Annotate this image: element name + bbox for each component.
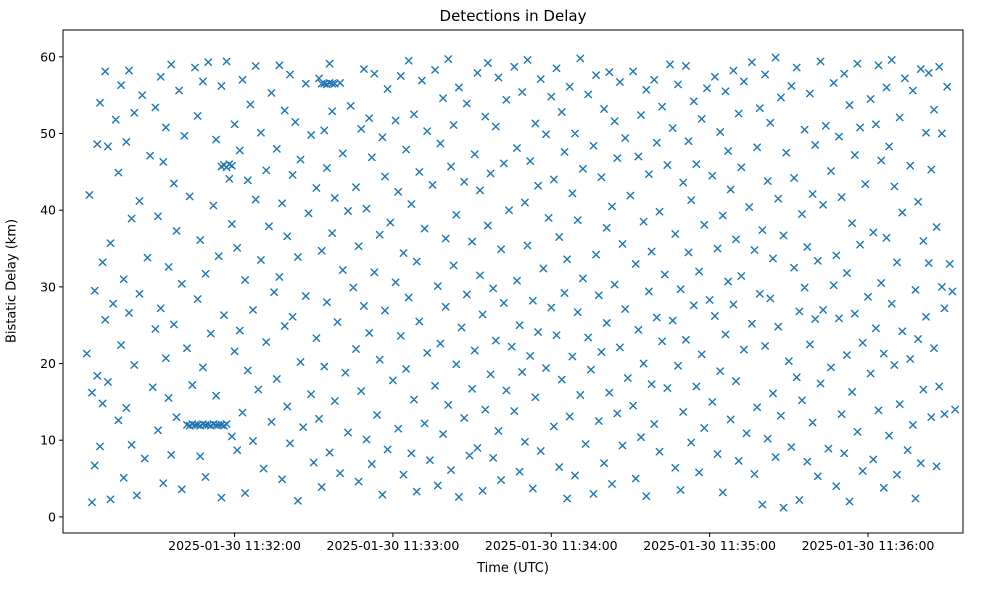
plot-border [62,29,964,534]
y-tick-label: 30 [40,279,56,294]
x-tick-label: 2025-01-30 11:32:00 [168,538,301,553]
scatter-points [82,53,959,512]
y-tick-label: 20 [40,356,56,371]
y-tick-label: 10 [40,433,56,448]
x-axis-label: Time (UTC) [477,561,549,576]
x-tick-label: 2025-01-30 11:33:00 [327,538,460,553]
y-tick-label: 40 [40,203,56,218]
chart-title: Detections in Delay [439,7,587,25]
x-tick-label: 2025-01-30 11:36:00 [802,538,935,553]
x-tick-label: 2025-01-30 11:34:00 [485,538,618,553]
x-tick-label: 2025-01-30 11:35:00 [643,538,776,553]
y-tick-label: 0 [48,509,56,524]
y-tick-label: 50 [40,126,56,141]
y-tick-label: 60 [40,49,56,64]
